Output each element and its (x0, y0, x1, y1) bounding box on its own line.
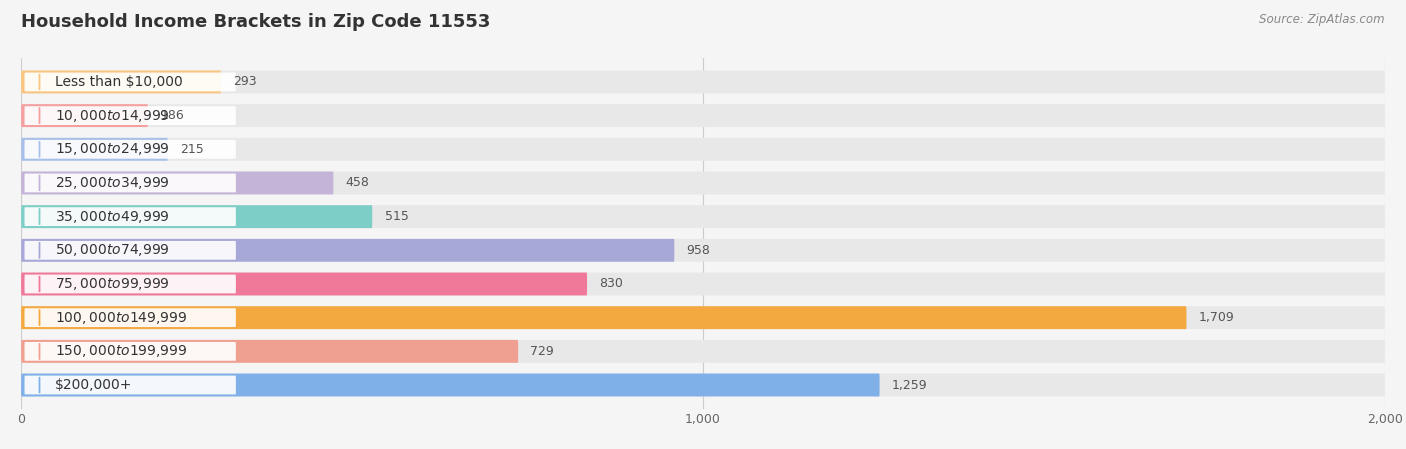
FancyBboxPatch shape (24, 73, 236, 91)
Text: 293: 293 (233, 75, 257, 88)
FancyBboxPatch shape (24, 207, 236, 226)
Text: 830: 830 (599, 277, 623, 291)
Text: $10,000 to $14,999: $10,000 to $14,999 (55, 108, 169, 123)
Text: $25,000 to $34,999: $25,000 to $34,999 (55, 175, 169, 191)
Text: 186: 186 (160, 109, 184, 122)
FancyBboxPatch shape (21, 239, 675, 262)
FancyBboxPatch shape (21, 374, 1385, 396)
Text: 958: 958 (686, 244, 710, 257)
Text: $75,000 to $99,999: $75,000 to $99,999 (55, 276, 169, 292)
FancyBboxPatch shape (21, 205, 1385, 228)
FancyBboxPatch shape (21, 104, 148, 127)
FancyBboxPatch shape (21, 70, 1385, 93)
FancyBboxPatch shape (24, 106, 236, 125)
Text: $35,000 to $49,999: $35,000 to $49,999 (55, 209, 169, 224)
Text: 458: 458 (346, 176, 370, 189)
Text: $50,000 to $74,999: $50,000 to $74,999 (55, 242, 169, 258)
FancyBboxPatch shape (21, 70, 221, 93)
FancyBboxPatch shape (21, 138, 167, 161)
Text: Less than $10,000: Less than $10,000 (55, 75, 183, 89)
FancyBboxPatch shape (24, 308, 236, 327)
FancyBboxPatch shape (21, 340, 519, 363)
FancyBboxPatch shape (24, 275, 236, 293)
FancyBboxPatch shape (24, 376, 236, 394)
Text: 215: 215 (180, 143, 204, 156)
Text: 1,259: 1,259 (891, 379, 928, 392)
FancyBboxPatch shape (21, 172, 1385, 194)
FancyBboxPatch shape (21, 239, 1385, 262)
Text: Household Income Brackets in Zip Code 11553: Household Income Brackets in Zip Code 11… (21, 13, 491, 31)
Text: $150,000 to $199,999: $150,000 to $199,999 (55, 343, 187, 359)
Text: 515: 515 (385, 210, 408, 223)
Text: Source: ZipAtlas.com: Source: ZipAtlas.com (1260, 13, 1385, 26)
FancyBboxPatch shape (21, 306, 1187, 329)
FancyBboxPatch shape (21, 138, 1385, 161)
FancyBboxPatch shape (21, 340, 1385, 363)
FancyBboxPatch shape (24, 342, 236, 361)
FancyBboxPatch shape (21, 273, 1385, 295)
Text: $200,000+: $200,000+ (55, 378, 132, 392)
FancyBboxPatch shape (24, 140, 236, 158)
FancyBboxPatch shape (21, 374, 880, 396)
Text: 1,709: 1,709 (1199, 311, 1234, 324)
FancyBboxPatch shape (21, 205, 373, 228)
FancyBboxPatch shape (21, 172, 333, 194)
FancyBboxPatch shape (21, 306, 1385, 329)
Text: $100,000 to $149,999: $100,000 to $149,999 (55, 310, 187, 326)
FancyBboxPatch shape (24, 174, 236, 192)
FancyBboxPatch shape (21, 104, 1385, 127)
Text: $15,000 to $24,999: $15,000 to $24,999 (55, 141, 169, 157)
FancyBboxPatch shape (21, 273, 588, 295)
FancyBboxPatch shape (24, 241, 236, 260)
Text: 729: 729 (530, 345, 554, 358)
